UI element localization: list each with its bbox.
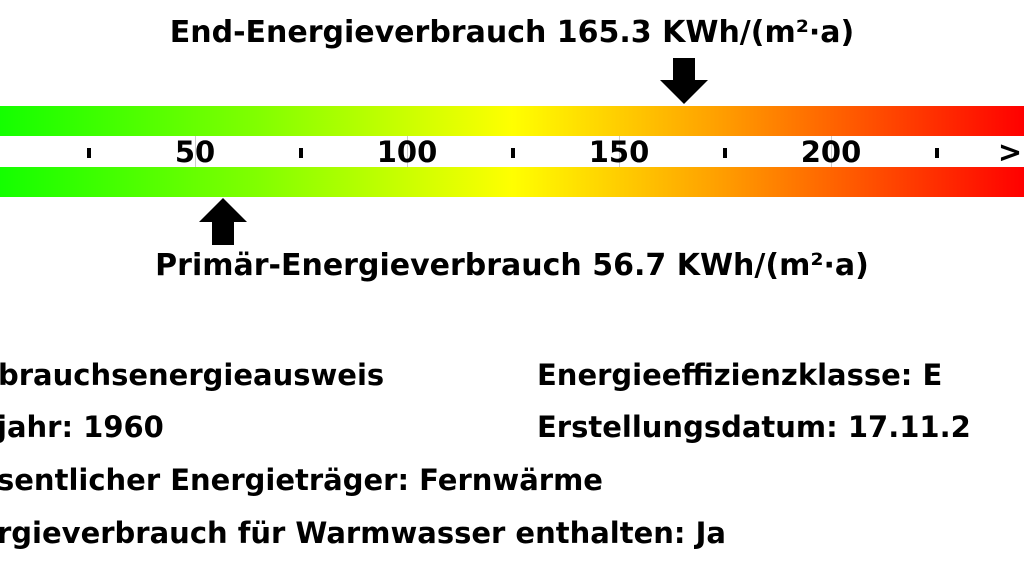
minor-tick: [511, 148, 515, 158]
tick-label: 50: [174, 135, 216, 169]
info-left-2: sentlicher Energieträger: Fernwärme: [0, 463, 603, 497]
end-energy-bar: [0, 106, 1024, 136]
tick-label: 200: [800, 135, 862, 169]
overflow-label: >: [997, 135, 1023, 169]
info-left-3: rgieverbrauch für Warmwasser enthalten: …: [0, 516, 726, 550]
end-energy-title: End-Energieverbrauch 165.3 KWh/(m²·a): [169, 15, 855, 50]
tick-label: 100: [376, 135, 438, 169]
primary-energy-arrow-icon: [199, 198, 248, 245]
info-right-1: Erstellungsdatum: 17.11.2: [537, 410, 971, 444]
info-left-1: jahr: 1960: [0, 410, 164, 444]
gridline: [195, 136, 196, 167]
gridline: [619, 136, 620, 167]
minor-tick: [299, 148, 303, 158]
tick-label: 150: [588, 135, 650, 169]
minor-tick: [723, 148, 727, 158]
gridline: [407, 136, 408, 167]
info-left-0: brauchsenergieausweis: [0, 358, 385, 392]
info-right-0: Energieeffizienzklasse: E: [537, 358, 943, 392]
primary-energy-bar: [0, 167, 1024, 197]
end-energy-arrow-icon: [659, 58, 708, 104]
gridline: [831, 136, 832, 167]
primary-energy-title: Primär-Energieverbrauch 56.7 KWh/(m²·a): [155, 248, 869, 283]
minor-tick: [935, 148, 939, 158]
minor-tick: [87, 148, 91, 158]
